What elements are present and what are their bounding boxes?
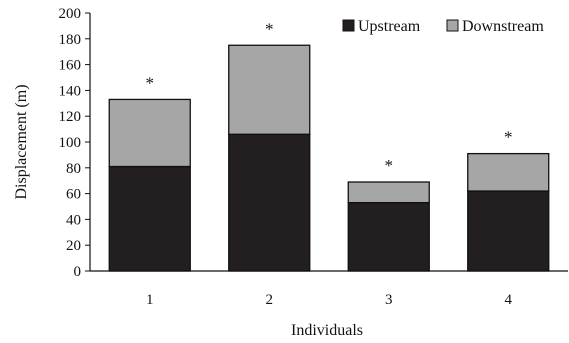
y-tick-label: 20 bbox=[66, 238, 81, 254]
x-tick-label: 2 bbox=[266, 292, 274, 308]
y-tick-label: 140 bbox=[59, 83, 82, 99]
legend-swatch-upstream bbox=[342, 19, 355, 32]
significance-annotation: * bbox=[385, 156, 394, 175]
y-tick-label: 200 bbox=[59, 6, 82, 22]
x-tick-label: 4 bbox=[505, 292, 513, 308]
x-tick-label: 3 bbox=[385, 292, 393, 308]
y-tick-label: 180 bbox=[59, 32, 82, 48]
y-axis-label: Displacement (m) bbox=[13, 84, 30, 199]
bar-upstream-1 bbox=[108, 165, 191, 272]
legend: Upstream Downstream bbox=[342, 18, 544, 35]
bar-downstream-4 bbox=[467, 152, 550, 192]
bar-downstream-3 bbox=[347, 181, 430, 204]
y-tick-label: 40 bbox=[66, 212, 81, 228]
bar-downstream-1 bbox=[108, 98, 191, 168]
y-tick-label: 60 bbox=[66, 187, 81, 203]
bar-upstream-4 bbox=[467, 190, 550, 272]
legend-swatch-downstream bbox=[446, 19, 459, 32]
x-tick-label: 1 bbox=[146, 292, 154, 308]
y-tick-label: 100 bbox=[59, 135, 82, 151]
y-ticks: 0 20 40 60 80 100 120 140 160 180 200 bbox=[59, 6, 90, 280]
x-ticks: 1 2 3 4 bbox=[146, 292, 513, 308]
bars bbox=[108, 44, 550, 272]
y-tick-label: 160 bbox=[59, 58, 82, 74]
y-tick-label: 0 bbox=[74, 264, 82, 280]
annotations: * * * * bbox=[146, 19, 513, 175]
legend-label-upstream: Upstream bbox=[358, 18, 421, 35]
bar-downstream-2 bbox=[228, 44, 311, 135]
significance-annotation: * bbox=[146, 73, 155, 92]
bar-upstream-3 bbox=[347, 201, 430, 272]
significance-annotation: * bbox=[504, 128, 513, 147]
significance-annotation: * bbox=[265, 19, 274, 38]
x-axis-label: Individuals bbox=[291, 322, 363, 339]
bar-upstream-2 bbox=[228, 133, 311, 272]
y-tick-label: 80 bbox=[66, 161, 81, 177]
y-tick-label: 120 bbox=[59, 109, 82, 125]
legend-label-downstream: Downstream bbox=[462, 18, 544, 35]
